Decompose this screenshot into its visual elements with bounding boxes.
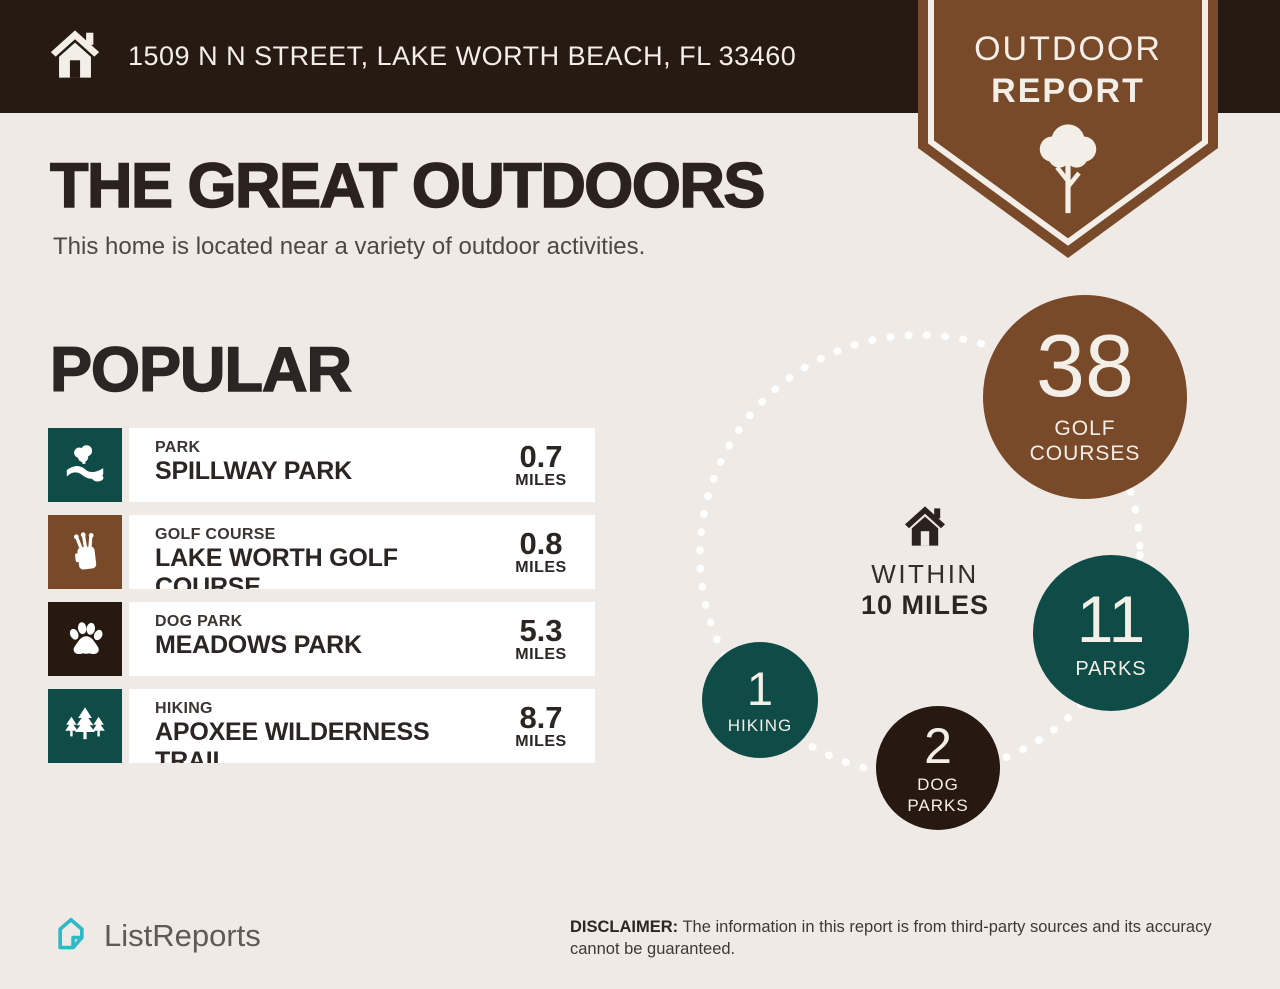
category-label: DOG PARK: [155, 613, 243, 630]
popular-item-park: PARK SPILLWAY PARK 0.7 MILES: [48, 428, 595, 502]
distance-value: 0.7: [519, 438, 563, 474]
listreports-logo-icon: [50, 912, 92, 959]
bubble-count: 1: [746, 661, 774, 715]
card-body: GOLF COURSE LAKE WORTH GOLF COURSE 0.8 M…: [129, 515, 595, 589]
within-label: WITHIN: [871, 559, 979, 589]
card-body: DOG PARK MEADOWS PARK 5.3 MILES: [129, 602, 595, 676]
popular-item-hiking: HIKING APOXEE WILDERNESS TRAIL 8.7 MILES: [48, 689, 595, 763]
popular-item-dog-park: DOG PARK MEADOWS PARK 5.3 MILES: [48, 602, 595, 676]
tree-icon: [1030, 118, 1106, 221]
place-name: LAKE WORTH GOLF COURSE: [155, 544, 398, 589]
card-text: DOG PARK MEADOWS PARK: [155, 602, 509, 676]
distance-value: 8.7: [519, 699, 563, 735]
page-subtitle: This home is located near a variety of o…: [53, 233, 646, 260]
parks-bubble: 11 PARKS: [1033, 555, 1189, 711]
listreports-logo: ListReports: [50, 912, 261, 959]
place-name: APOXEE WILDERNESS TRAIL: [155, 718, 430, 763]
bubble-count: 38: [1036, 316, 1134, 415]
page-title: THE GREAT OUTDOORS: [49, 150, 766, 222]
park-icon: [48, 428, 122, 502]
dog-parks-bubble: 2 DOG PARKS: [876, 706, 1000, 830]
distance-value: 5.3: [519, 612, 563, 648]
bubble-label: PARKS: [1075, 657, 1147, 680]
category-label: GOLF COURSE: [155, 526, 276, 543]
distance-block: 5.3 MILES: [509, 615, 581, 664]
disclaimer-text: DISCLAIMER: The information in this repo…: [570, 916, 1240, 960]
bubble-count: 2: [924, 717, 952, 774]
card-body: PARK SPILLWAY PARK 0.7 MILES: [129, 428, 595, 502]
distance-unit: MILES: [515, 732, 567, 750]
bubble-label: GOLF COURSES: [1029, 417, 1141, 465]
outdoor-report-badge: OUTDOOR REPORT: [918, 0, 1218, 272]
paw-icon: [48, 602, 122, 676]
place-name: SPILLWAY PARK: [155, 457, 352, 485]
distance-unit: MILES: [515, 471, 567, 489]
distance-block: 0.7 MILES: [509, 441, 581, 490]
radius-center-label: WITHIN 10 MILES: [845, 502, 1005, 621]
disclaimer-body: The information in this report is from t…: [570, 918, 1212, 958]
distance-unit: MILES: [515, 558, 567, 576]
home-icon: [46, 25, 104, 88]
badge-title-line2: REPORT: [991, 72, 1145, 110]
radius-miles-label: 10 MILES: [860, 590, 990, 620]
property-address: 1509 N N STREET, LAKE WORTH BEACH, FL 33…: [128, 41, 797, 71]
distance-block: 8.7 MILES: [509, 702, 581, 751]
card-text: GOLF COURSE LAKE WORTH GOLF COURSE: [155, 515, 509, 589]
distance-block: 0.8 MILES: [509, 528, 581, 577]
card-text: PARK SPILLWAY PARK: [155, 428, 509, 502]
bubble-label: DOG PARKS: [907, 774, 969, 815]
popular-item-golf-course: GOLF COURSE LAKE WORTH GOLF COURSE 0.8 M…: [48, 515, 595, 589]
brand-name: ListReports: [104, 917, 261, 953]
badge-title-line1: OUTDOOR: [974, 30, 1162, 68]
house-icon: [899, 506, 951, 554]
category-label: HIKING: [155, 700, 213, 717]
bubble-count: 11: [1076, 581, 1146, 656]
card-text: HIKING APOXEE WILDERNESS TRAIL: [155, 689, 509, 763]
golf-bag-icon: [48, 515, 122, 589]
place-name: MEADOWS PARK: [155, 631, 362, 659]
card-body: HIKING APOXEE WILDERNESS TRAIL 8.7 MILES: [129, 689, 595, 763]
disclaimer-label: DISCLAIMER:: [570, 918, 679, 936]
hiking-bubble: 1 HIKING: [702, 642, 818, 758]
category-label: PARK: [155, 439, 201, 456]
distance-unit: MILES: [515, 645, 567, 663]
distance-value: 0.8: [519, 525, 563, 561]
golf-courses-bubble: 38 GOLF COURSES: [983, 295, 1187, 499]
popular-heading: POPULAR: [49, 334, 353, 406]
pine-trees-icon: [48, 689, 122, 763]
popular-list: PARK SPILLWAY PARK 0.7 MILES: [48, 428, 595, 776]
bubble-label: HIKING: [727, 715, 793, 735]
